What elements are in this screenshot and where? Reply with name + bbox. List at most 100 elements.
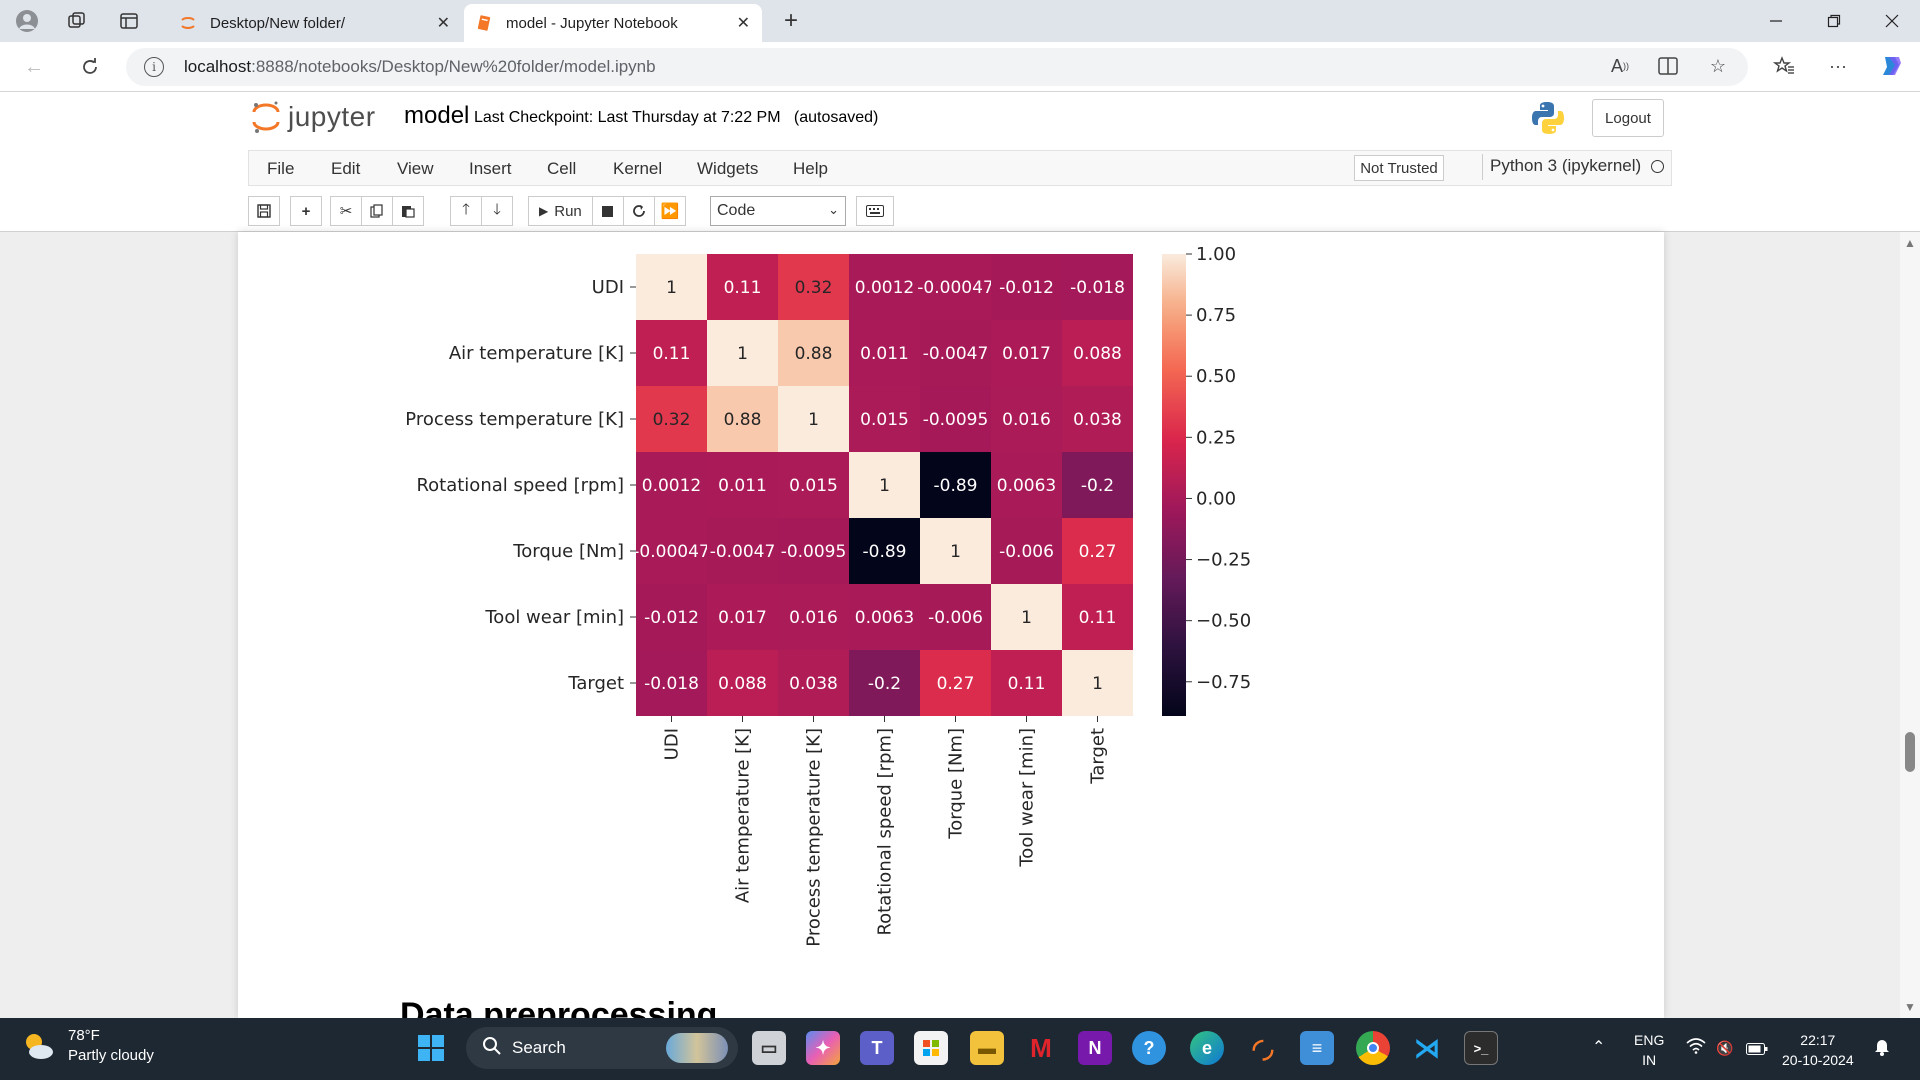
windows-start-icon[interactable] xyxy=(414,1031,448,1065)
copilot-icon[interactable] xyxy=(1878,52,1906,80)
restart-run-all-button[interactable]: ⏩ xyxy=(653,196,687,226)
help-app-icon[interactable]: ? xyxy=(1132,1031,1166,1065)
x-tick-label: Torque [Nm] xyxy=(946,728,967,840)
heatmap-cell xyxy=(778,320,849,386)
vscode-icon[interactable]: ⋊ xyxy=(1410,1031,1444,1065)
wifi-icon[interactable] xyxy=(1686,1038,1706,1059)
address-bar[interactable]: i localhost:8888/notebooks/Desktop/New%2… xyxy=(126,48,1748,86)
heatmap-cell-label: -0.018 xyxy=(1070,278,1125,298)
minimize-icon[interactable] xyxy=(1748,0,1804,42)
heatmap-cell xyxy=(636,254,707,320)
trust-indicator[interactable]: Not Trusted xyxy=(1354,155,1444,181)
heatmap-cell-label: 1 xyxy=(879,476,890,496)
y-tick-label: Process temperature [K] xyxy=(405,409,624,430)
heatmap-cell xyxy=(849,254,920,320)
url-host: localhost xyxy=(184,57,252,76)
heatmap-cell xyxy=(707,650,778,716)
heatmap-cell xyxy=(778,452,849,518)
restore-icon[interactable] xyxy=(1806,0,1862,42)
interrupt-button[interactable] xyxy=(591,196,624,226)
kernel-separator xyxy=(1482,154,1483,180)
restart-button[interactable] xyxy=(622,196,655,226)
heatmap-cell-label: 0.32 xyxy=(795,278,833,298)
menu-view[interactable]: View xyxy=(397,159,434,178)
heatmap-cell-label: 0.0063 xyxy=(997,476,1056,496)
chrome-icon[interactable] xyxy=(1356,1031,1390,1065)
notepad-icon[interactable]: ≡ xyxy=(1300,1031,1334,1065)
workspaces-icon[interactable] xyxy=(56,6,98,36)
insert-cell-button[interactable]: + xyxy=(290,196,322,226)
cell-type-select[interactable]: Code ⌄ xyxy=(710,196,846,226)
close-icon[interactable]: ✕ xyxy=(736,15,750,32)
language-indicator[interactable]: ENG IN xyxy=(1634,1030,1664,1070)
site-info-icon[interactable]: i xyxy=(144,57,164,77)
taskbar-search[interactable]: Search xyxy=(466,1027,738,1069)
edge-browser-icon[interactable]: e xyxy=(1190,1031,1224,1065)
mcafee-icon[interactable]: M xyxy=(1024,1031,1058,1065)
tab-actions-icon[interactable] xyxy=(108,6,150,36)
menu-kernel[interactable]: Kernel xyxy=(613,159,663,178)
copilot-app-icon[interactable]: ✦ xyxy=(806,1031,840,1065)
chevron-up-icon[interactable]: ⌃ xyxy=(1592,1039,1606,1056)
weather-widget[interactable]: 78°F Partly cloudy xyxy=(20,1026,154,1066)
battery-icon[interactable] xyxy=(1746,1040,1768,1060)
terminal-icon[interactable]: >_ xyxy=(1464,1031,1498,1065)
jupyter-logo[interactable]: jupyter xyxy=(252,100,376,134)
heatmap-cell xyxy=(707,254,778,320)
profile-icon[interactable] xyxy=(6,6,48,36)
heatmap-cell-label: 0.017 xyxy=(718,608,767,628)
close-icon[interactable]: ✕ xyxy=(436,15,450,32)
scroll-up-icon[interactable]: ▲ xyxy=(1904,236,1916,250)
heatmap-cell-label: 1 xyxy=(808,410,819,430)
tab-desktop-folder[interactable]: Desktop/New folder/ ✕ xyxy=(168,4,462,42)
notebook-name[interactable]: model xyxy=(404,102,470,129)
refresh-icon[interactable] xyxy=(74,52,106,82)
menu-file[interactable]: File xyxy=(267,159,295,178)
menu-cell[interactable]: Cell xyxy=(547,159,577,178)
jupyter-taskbar-icon[interactable]: ◜◞ xyxy=(1246,1031,1280,1065)
window-close-icon[interactable] xyxy=(1864,0,1920,42)
new-tab-icon[interactable]: + xyxy=(783,7,798,34)
run-button[interactable]: ▶ Run xyxy=(528,196,593,226)
volume-muted-icon[interactable]: 🔇 xyxy=(1716,1040,1734,1056)
cut-button[interactable]: ✂ xyxy=(330,196,362,226)
file-explorer-icon[interactable]: ▬ xyxy=(970,1031,1004,1065)
microsoft-store-icon[interactable] xyxy=(914,1031,948,1065)
clock[interactable]: 22:17 20-10-2024 xyxy=(1782,1030,1854,1070)
teams-icon[interactable]: T xyxy=(860,1031,894,1065)
heatmap-cell-label: -0.0047 xyxy=(710,542,776,562)
heatmap-cell-label: 0.016 xyxy=(1002,410,1051,430)
back-icon[interactable]: ← xyxy=(24,55,44,78)
favorites-icon[interactable] xyxy=(1770,52,1798,80)
favorite-star-icon[interactable]: ☆ xyxy=(1709,55,1727,76)
menu-widgets[interactable]: Widgets xyxy=(697,159,759,178)
kernel-indicator[interactable]: Python 3 (ipykernel) xyxy=(1482,154,1665,180)
read-aloud-icon[interactable]: A)) xyxy=(1610,55,1629,76)
checkpoint-status: Last Checkpoint: Last Thursday at 7:22 P… xyxy=(474,109,878,127)
immersive-reader-icon[interactable] xyxy=(1654,52,1682,80)
page-scrollbar[interactable]: ▲ ▼ xyxy=(1900,232,1920,1018)
scroll-thumb[interactable] xyxy=(1905,732,1915,772)
menu-insert[interactable]: Insert xyxy=(469,159,512,178)
heatmap-cell xyxy=(920,518,991,584)
task-view-icon[interactable]: ▭ xyxy=(752,1031,786,1065)
url-text[interactable]: localhost:8888/notebooks/Desktop/New%20f… xyxy=(184,57,656,77)
paste-button[interactable] xyxy=(392,196,424,226)
onenote-icon[interactable]: N xyxy=(1078,1031,1112,1065)
more-options-icon[interactable]: ··· xyxy=(1829,55,1847,76)
notification-bell-icon[interactable] xyxy=(1874,1038,1890,1061)
tab-model-notebook[interactable]: model - Jupyter Notebook ✕ xyxy=(464,4,762,42)
heatmap-cell xyxy=(920,584,991,650)
logout-button[interactable]: Logout xyxy=(1592,99,1664,137)
save-button[interactable] xyxy=(248,196,280,226)
colorbar-tick-label: 1.00 xyxy=(1196,244,1236,265)
move-down-button[interactable]: 🡓 xyxy=(481,196,513,226)
menu-help[interactable]: Help xyxy=(793,159,828,178)
scroll-down-icon[interactable]: ▼ xyxy=(1904,1000,1916,1014)
colorbar-tick-label: 0.50 xyxy=(1196,366,1236,387)
command-palette-button[interactable] xyxy=(856,196,894,226)
copy-button[interactable] xyxy=(361,196,393,226)
move-up-button[interactable]: 🡑 xyxy=(450,196,482,226)
colorbar-tick-label: 0.75 xyxy=(1196,305,1236,326)
menu-edit[interactable]: Edit xyxy=(331,159,361,178)
